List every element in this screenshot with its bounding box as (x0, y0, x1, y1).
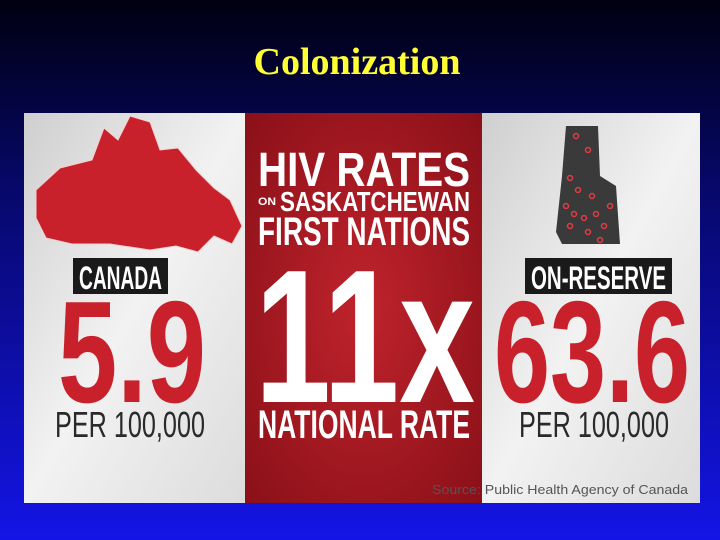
reserve-dots (562, 132, 614, 244)
headline-line2: SASKATCHEWAN (280, 186, 470, 217)
multiplier-caption: NATIONAL RATE (258, 403, 470, 447)
center-panel (245, 113, 482, 503)
left-label: CANADA (79, 260, 162, 296)
slide-title: Colonization (254, 41, 461, 83)
headline-line3: FIRST NATIONS (258, 210, 470, 254)
right-unit: PER 100,000 (519, 404, 669, 445)
infographic: HIV RATES ON SASKATCHEWAN FIRST NATIONS … (24, 113, 700, 503)
headline-on: ON (258, 196, 276, 208)
right-label-box (525, 258, 672, 294)
left-label-box (73, 258, 168, 294)
right-label: ON-RESERVE (531, 260, 666, 296)
source-note: Source: Public Health Agency of Canada (432, 482, 689, 497)
left-value: 5.9 (58, 271, 206, 433)
multiplier: 11x (255, 231, 475, 443)
left-unit: PER 100,000 (55, 404, 205, 445)
canada-map (35, 115, 243, 253)
right-value: 63.6 (494, 271, 690, 433)
headline-line1: HIV RATES (258, 144, 470, 197)
